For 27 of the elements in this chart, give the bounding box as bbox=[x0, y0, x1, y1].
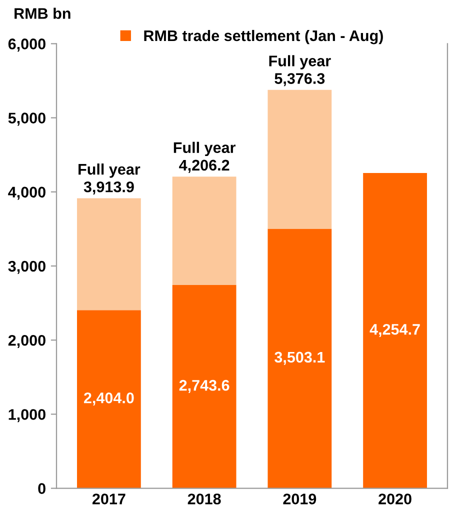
x-tick-label: 2020 bbox=[378, 494, 412, 504]
bar bbox=[172, 176, 236, 285]
x-tick-label: 2017 bbox=[92, 494, 126, 504]
total-label: Full year 4,206.2 bbox=[174, 142, 236, 173]
y-tick-label: 6,000 bbox=[8, 38, 46, 52]
bar bbox=[172, 284, 236, 488]
y-tick-label: 0 bbox=[38, 483, 46, 494]
y-tick-label: 2,000 bbox=[8, 334, 46, 348]
x-tick-label: 2019 bbox=[283, 494, 316, 504]
bar bbox=[77, 198, 141, 310]
x-tick-label: 2018 bbox=[188, 494, 221, 504]
y-tick-label: 5,000 bbox=[8, 112, 46, 126]
legend-label: RMB trade settlement (Jan - Aug) bbox=[144, 30, 383, 44]
total-label: Full year 5,376.3 bbox=[269, 55, 331, 86]
y-tick-label: 4,000 bbox=[8, 186, 46, 200]
y-axis-title: RMB bn bbox=[14, 8, 70, 19]
bar bbox=[77, 310, 141, 488]
bar bbox=[268, 228, 332, 488]
data-label: 3,503.1 bbox=[274, 352, 325, 365]
total-label: Full year 3,913.9 bbox=[78, 163, 140, 194]
y-tick-label: 1,000 bbox=[8, 409, 46, 422]
data-label: 2,743.6 bbox=[179, 380, 230, 393]
y-tick-label: 3,000 bbox=[8, 260, 46, 274]
bar bbox=[363, 173, 427, 488]
data-label: 2,404.0 bbox=[84, 392, 134, 406]
data-label: 4,254.7 bbox=[370, 324, 420, 337]
bar bbox=[268, 90, 332, 229]
